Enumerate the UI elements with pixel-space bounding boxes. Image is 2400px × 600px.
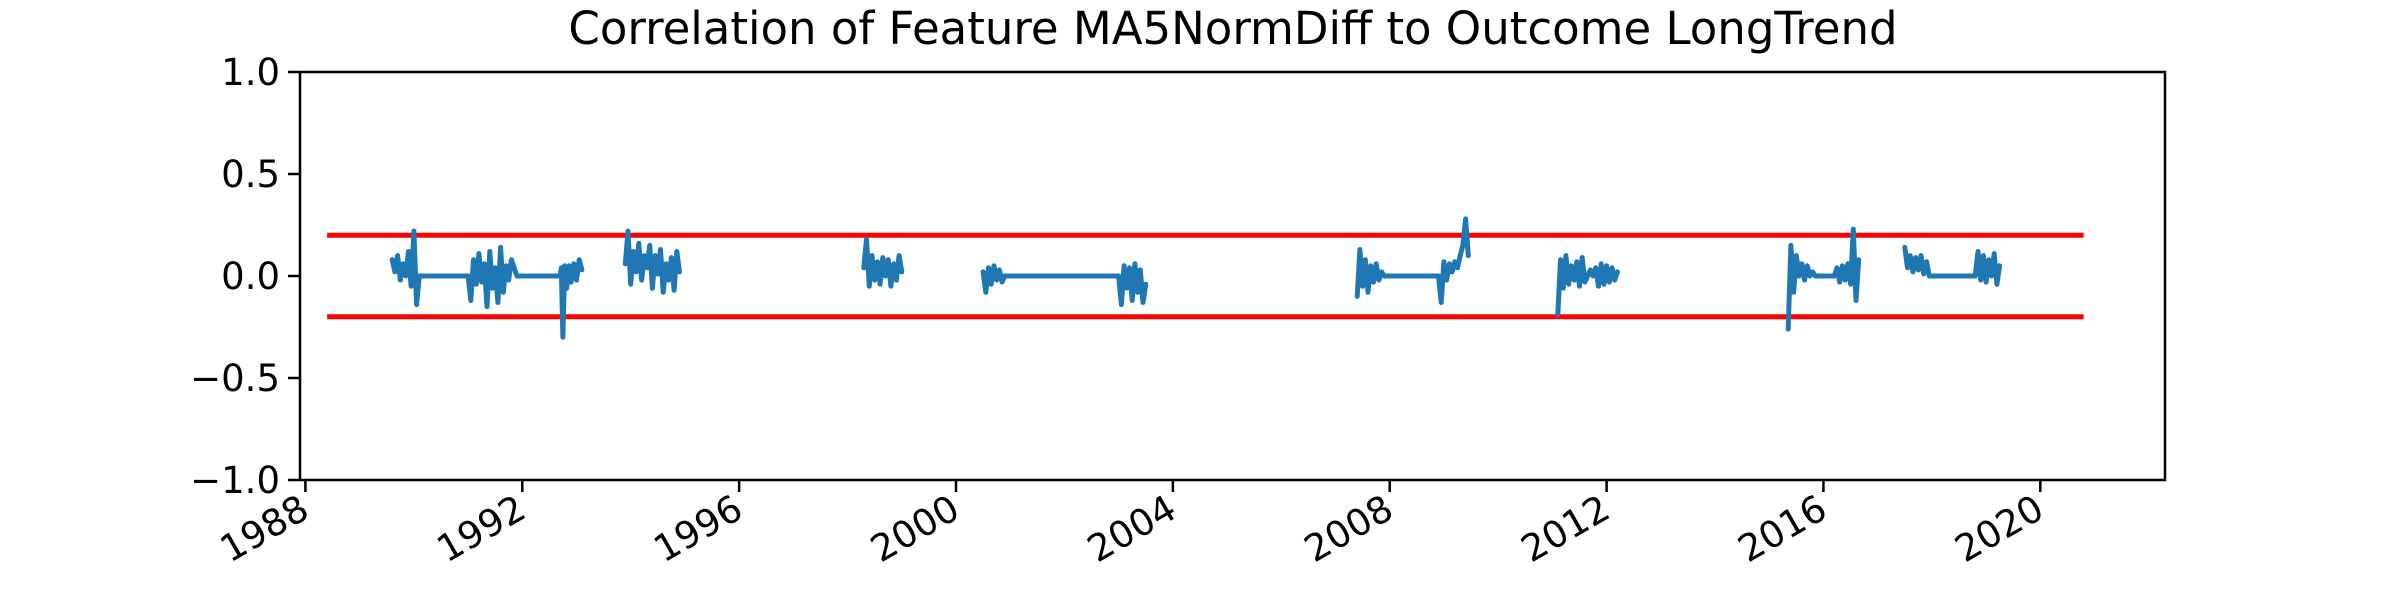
y-tick-label: −0.5 [190,357,280,400]
y-tick-label: −1.0 [190,459,280,502]
x-tick-label: 1992 [430,487,533,571]
series-segment-6 [1785,226,1862,332]
series-segment-3 [980,261,1149,308]
series-segment-4 [1354,216,1471,305]
y-tick-label: 0.0 [221,255,280,298]
series-segment-2 [861,236,905,289]
x-tick-label: 2000 [863,487,966,571]
x-tick-label: 2004 [1080,487,1183,571]
series-segment-5 [1555,253,1620,318]
x-tick-label: 1996 [647,487,750,571]
series-segment-0 [389,228,585,340]
x-tick-label: 2012 [1514,487,1617,571]
plot-frame [298,70,2167,482]
x-axis: 1988 1992 1996 2000 2004 2008 2012 2016 2020 [213,480,2051,571]
x-tick-label: 2020 [1948,487,2051,571]
y-tick-label: 0.5 [221,153,280,196]
chart-title: Correlation of Feature MA5NormDiff to Ou… [568,2,1897,55]
series-lines [389,216,2003,340]
x-tick-label: 2008 [1297,487,1400,571]
x-tick-label: 2016 [1731,487,1834,571]
series-segment-7 [1902,244,2003,287]
y-tick-label: 1.0 [221,51,280,94]
series-segment-1 [622,228,682,295]
y-axis: 1.0 0.5 0.0 −0.5 −1.0 [190,51,300,502]
